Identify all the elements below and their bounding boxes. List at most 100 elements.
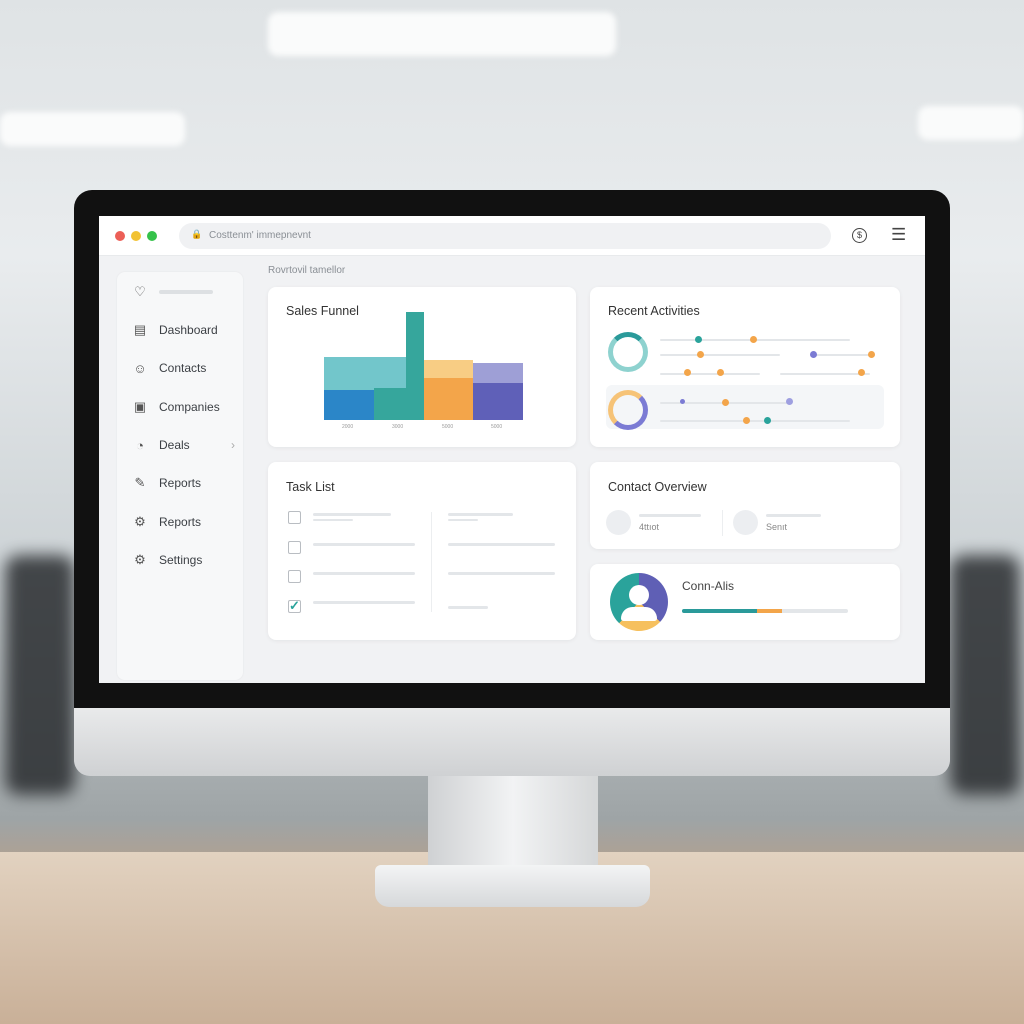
sidebar-item-label: Reports	[159, 515, 202, 529]
activity-dot[interactable]	[868, 351, 875, 358]
user-icon: ☺	[133, 360, 147, 376]
ceiling-light	[918, 106, 1024, 140]
card-title: Contact Overview	[608, 480, 707, 494]
sidebar-logo[interactable]: ♡	[131, 281, 213, 303]
address-bar[interactable]: 🔒 Costtenm' immepnevnt	[179, 223, 831, 249]
briefcase-icon: ▣	[133, 399, 147, 414]
sidebar-item-label: Contacts	[159, 361, 207, 375]
ceiling-light	[268, 12, 616, 56]
activity-dot[interactable]	[810, 351, 817, 358]
task-checkbox[interactable]	[288, 570, 301, 583]
sidebar-item-settings[interactable]: ⚙ Settings	[131, 549, 202, 571]
sidebar-item-reports-2[interactable]: ⚙ Reports	[131, 511, 201, 533]
chair	[5, 555, 75, 795]
task-text	[313, 543, 415, 546]
close-dot[interactable]	[115, 231, 125, 241]
task-meta	[448, 572, 555, 575]
task-checkbox-checked[interactable]: ✓	[288, 598, 301, 613]
card-title: Task List	[286, 480, 335, 494]
timeline-line	[815, 354, 875, 356]
funnel-bar-2-peak	[406, 312, 424, 390]
browser-toolbar: 🔒 Costtenm' immepnevnt $ ☰	[99, 216, 925, 256]
breadcrumb: Rovrtovil tamellor	[268, 265, 346, 276]
monitor-stand	[428, 775, 598, 875]
activity-dot[interactable]	[697, 351, 704, 358]
contact-card: Conn-Alis	[590, 564, 900, 640]
task-text	[313, 601, 415, 604]
sidebar-item-dashboard[interactable]: ▤ Dashboard	[131, 319, 218, 341]
activity-dot[interactable]	[680, 399, 685, 404]
task-checkbox[interactable]	[288, 511, 301, 524]
stat-avatar	[733, 510, 758, 535]
stat-label: Senıt	[766, 522, 788, 532]
contact-progress-bar	[682, 609, 848, 613]
sidebar-item-companies[interactable]: ▣ Companies	[131, 396, 220, 418]
card-title: Recent Activities	[608, 304, 700, 318]
activity-dot[interactable]	[764, 417, 771, 424]
contact-name: Conn-Alis	[682, 579, 735, 593]
activity-dot[interactable]	[786, 398, 793, 405]
sidebar-item-label: Settings	[159, 553, 203, 567]
settings-icon: ⚙	[134, 552, 146, 567]
lock-icon: 🔒	[191, 229, 203, 239]
funnel-bar-top-1	[324, 357, 406, 390]
logo-placeholder	[159, 290, 213, 294]
card-title: Sales Funnel	[286, 304, 359, 318]
stat-bar	[766, 514, 821, 517]
sales-funnel-card: Sales Funnel 2000 3000 5000 5000	[268, 287, 576, 447]
screen: 🔒 Costtenm' immepnevnt $ ☰ Rovrtovil tam…	[99, 216, 925, 683]
activity-dot[interactable]	[750, 336, 757, 343]
funnel-bar-3	[424, 378, 473, 420]
sidebar-item-label: Reports	[159, 476, 202, 490]
dashboard-icon: ▤	[133, 322, 147, 337]
menu-icon[interactable]: ☰	[891, 225, 907, 244]
sidebar-item-reports[interactable]: ✎ Reports	[131, 472, 201, 494]
sidebar-item-deals[interactable]: ◔ Deals ›	[131, 434, 235, 456]
activity-dot[interactable]	[695, 336, 702, 343]
maximize-dot[interactable]	[147, 231, 157, 241]
monitor-foot	[375, 865, 650, 907]
dollar-icon[interactable]: $	[852, 228, 867, 243]
activity-dot[interactable]	[717, 369, 724, 376]
contact-avatar-icon	[610, 573, 668, 631]
ceiling-light	[0, 112, 185, 146]
sidebar: ♡ ▤ Dashboard ☺ Contacts ▣ Companies ◔ Deals…	[117, 272, 243, 680]
task-meta	[448, 543, 555, 546]
divider	[431, 512, 432, 612]
activity-dot[interactable]	[684, 369, 691, 376]
timeline-line	[660, 373, 760, 375]
monitor-chin	[74, 708, 950, 776]
deals-icon: ◔	[136, 437, 144, 453]
task-checkbox[interactable]	[288, 541, 301, 554]
activity-dot[interactable]	[858, 369, 865, 376]
timeline-line	[660, 354, 780, 356]
sidebar-item-label: Deals	[159, 438, 190, 452]
contact-overview-card: Contact Overview 4ttıot Senıt	[590, 462, 900, 549]
progress-fill-orange	[756, 609, 782, 613]
activity-ring-icon	[608, 390, 648, 430]
sidebar-item-contacts[interactable]: ☺ Contacts	[131, 357, 206, 379]
task-text	[313, 519, 353, 521]
gear-icon: ⚙	[134, 514, 146, 529]
task-text	[313, 513, 391, 516]
funnel-label: 5000	[491, 424, 503, 430]
address-text: Costtenm' immepnevnt	[209, 230, 311, 241]
stat-bar	[639, 514, 701, 517]
sidebar-item-label: Companies	[159, 400, 220, 414]
progress-fill-teal	[682, 609, 757, 613]
activity-ring-icon	[608, 332, 648, 372]
divider	[722, 510, 723, 536]
recent-activities-card: Recent Activities	[590, 287, 900, 447]
logo-icon: ♡	[134, 284, 146, 299]
chevron-right-icon: ›	[231, 438, 235, 452]
activity-dot[interactable]	[722, 399, 729, 406]
funnel-bar-top-3	[424, 360, 473, 378]
task-meta	[448, 606, 488, 609]
task-meta	[448, 519, 478, 521]
sidebar-item-label: Dashboard	[159, 323, 218, 337]
activity-dot[interactable]	[743, 417, 750, 424]
timeline-line	[660, 420, 850, 422]
minimize-dot[interactable]	[131, 231, 141, 241]
funnel-bar-4	[473, 383, 523, 420]
task-meta	[448, 513, 513, 516]
